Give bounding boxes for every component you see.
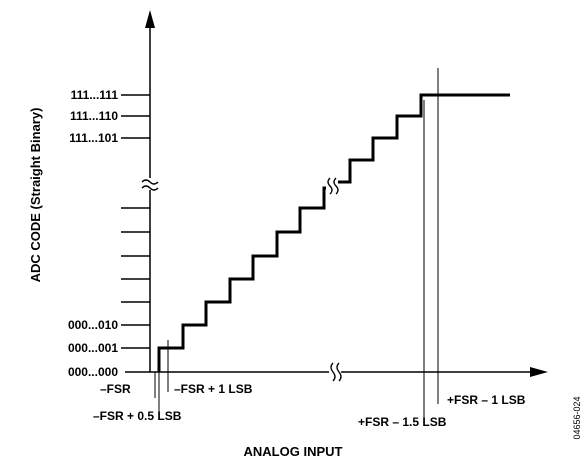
- y-code-label-000-010: 000...010: [68, 318, 118, 332]
- x-label-neg-fsr: –FSR: [100, 382, 131, 396]
- figure-id: 04656-024: [572, 396, 582, 439]
- y-axis-arrow: [145, 10, 155, 28]
- transfer-staircase-upper: [338, 93, 510, 184]
- y-code-label-111-110: 111...110: [70, 109, 118, 123]
- y-axis-ticks: [121, 94, 150, 349]
- x-axis-arrow: [530, 367, 548, 377]
- y-code-label-111-101: 111...101: [69, 131, 118, 145]
- staircase-break-icon: [326, 177, 340, 195]
- x-label-pos-fsr-minus-1-5lsb: +FSR – 1.5 LSB: [358, 415, 447, 429]
- y-code-label-000-000: 000...000: [68, 365, 118, 379]
- x-axis-break-icon: [329, 362, 342, 382]
- x-label-neg-fsr-plus-1lsb: –FSR + 1 LSB: [174, 382, 253, 396]
- x-axis-title: ANALOG INPUT: [244, 444, 343, 459]
- y-axis-break-icon: [140, 178, 160, 191]
- y-code-label-000-001: 000...001: [68, 341, 118, 355]
- transfer-staircase-lower: [157, 186, 328, 372]
- y-code-label-111-111: 111...111: [71, 88, 119, 102]
- x-label-pos-fsr-minus-1lsb: +FSR – 1 LSB: [447, 393, 526, 407]
- reference-lines: [154, 68, 439, 420]
- x-label-neg-fsr-plus-half-lsb: –FSR + 0.5 LSB: [93, 409, 182, 423]
- y-axis-title: ADC CODE (Straight Binary): [28, 108, 43, 283]
